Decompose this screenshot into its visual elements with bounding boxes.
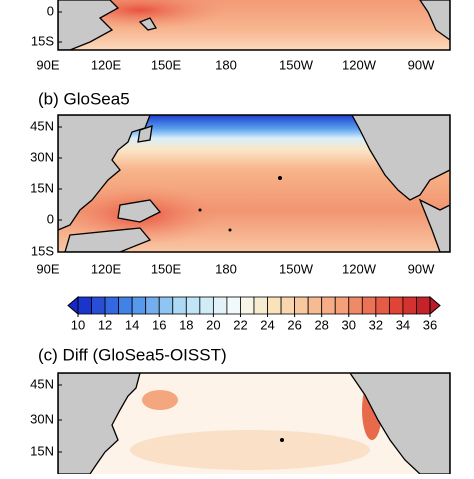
colorbar-label: 10: [71, 317, 85, 332]
colorbar-label: 28: [314, 317, 328, 332]
colorbar-cell: [226, 296, 241, 315]
colorbar-cell: [172, 296, 187, 315]
colorbar-label: 14: [125, 317, 139, 332]
x-label: 150W: [279, 57, 314, 72]
colorbar: 10 12 14 16 18 20 22 24 26 28 30 32 34 36: [67, 295, 441, 332]
colorbar-label: 12: [98, 317, 112, 332]
colorbar-cell: [212, 296, 228, 315]
x-label: 120W: [342, 57, 377, 72]
colorbar-label: 32: [369, 317, 383, 332]
y-label: 15N: [30, 180, 54, 195]
x-label: 90E: [36, 261, 59, 276]
x-label: 150E: [151, 261, 182, 276]
colorbar-cell: [77, 296, 92, 315]
x-label: 120W: [342, 261, 377, 276]
colorbar-cell: [131, 296, 147, 315]
colorbar-cell: [388, 296, 404, 315]
panel-title: (c) Diff (GloSea5-OISST): [38, 345, 227, 364]
colorbar-arrow: [429, 295, 441, 316]
x-label: 150E: [151, 57, 182, 72]
colorbar-cell: [334, 296, 350, 315]
colorbar-label: 24: [260, 317, 274, 332]
colorbar-cell: [375, 296, 390, 315]
map-c: [58, 373, 450, 474]
panel-title: (b) GloSea5: [38, 89, 130, 108]
colorbar-cell: [199, 296, 214, 315]
x-label: 180: [215, 57, 237, 72]
map-frame: [57, 0, 451, 51]
colorbar-cell: [321, 296, 336, 315]
colorbar-label: 30: [342, 317, 356, 332]
x-label: 120E: [91, 261, 122, 276]
y-label: 30N: [30, 149, 54, 164]
colorbar-cell: [240, 296, 255, 315]
x-label: 90W: [408, 261, 435, 276]
colorbar-cell: [267, 296, 282, 315]
colorbar-label: 36: [423, 317, 437, 332]
x-label: 150W: [279, 261, 314, 276]
colorbar-cell: [294, 296, 309, 315]
colorbar-arrow: [67, 295, 79, 316]
y-label: 15S: [31, 243, 54, 258]
y-label: 0: [47, 3, 54, 18]
colorbar-cell: [361, 296, 377, 315]
x-label: 120E: [91, 57, 122, 72]
colorbar-cell: [348, 296, 363, 315]
colorbar-cell: [307, 296, 323, 315]
colorbar-label: 20: [206, 317, 220, 332]
colorbar-cell: [253, 296, 268, 315]
colorbar-cell: [185, 296, 201, 315]
colorbar-cell: [402, 296, 417, 315]
colorbar-label: 16: [152, 317, 166, 332]
y-label: 30N: [30, 411, 54, 426]
colorbar-label: 26: [287, 317, 301, 332]
colorbar-cell: [145, 296, 160, 315]
colorbar-label: 22: [233, 317, 247, 332]
colorbar-cell: [416, 296, 431, 315]
x-label: 90E: [36, 57, 59, 72]
x-label: 180: [215, 261, 237, 276]
colorbar-cell: [158, 296, 174, 315]
y-label: 0: [47, 211, 54, 226]
x-label: 90W: [408, 57, 435, 72]
colorbar-label: 34: [396, 317, 410, 332]
colorbar-cell: [104, 296, 120, 315]
y-label: 15S: [31, 33, 54, 48]
map-a: [58, 0, 450, 50]
y-label: 45N: [30, 118, 54, 133]
colorbar-cell: [118, 296, 133, 315]
colorbar-label: 18: [179, 317, 193, 332]
colorbar-cell: [280, 296, 296, 315]
y-label: 45N: [30, 376, 54, 391]
map-frame: [57, 114, 451, 253]
y-label: 15N: [30, 443, 54, 458]
map-b: [58, 115, 450, 252]
colorbar-cell: [91, 296, 106, 315]
